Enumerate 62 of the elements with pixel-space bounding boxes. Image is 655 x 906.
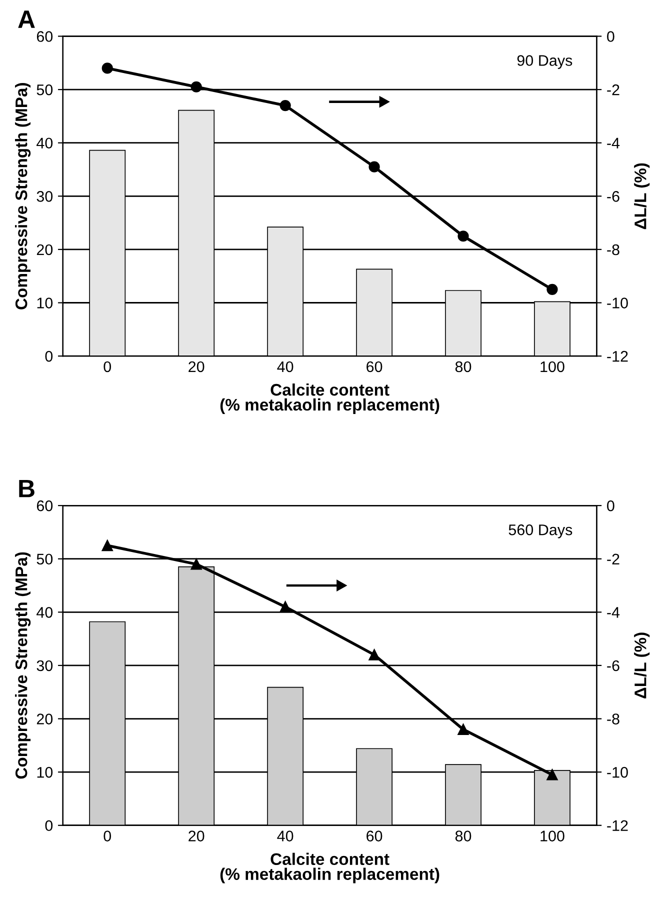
y2-tick-label: 0 <box>607 500 614 512</box>
y2-tick-label: -10 <box>607 766 628 778</box>
x-axis-title: Calcite content (% metakaolin replacement) <box>220 383 440 414</box>
y2-tick-label: -6 <box>607 660 620 672</box>
point <box>368 161 380 172</box>
y-tick-label: 40 <box>36 138 53 149</box>
y-tick-label: 0 <box>45 820 53 832</box>
y-tick-label: 20 <box>36 244 53 256</box>
x-tick-label: 20 <box>188 830 204 842</box>
point <box>102 62 113 74</box>
x-tick-label: 20 <box>188 361 204 372</box>
text: B <box>19 480 34 498</box>
y-tick-label: 30 <box>36 191 53 202</box>
x-tick-label: 40 <box>277 830 294 842</box>
y-tick-label: 40 <box>36 607 53 618</box>
x-axis-title: Calcite content (% metakaolin replacement) <box>220 852 440 884</box>
y-tick-label: 0 <box>45 350 53 362</box>
y2-tick-label: -6 <box>607 191 620 202</box>
point <box>102 540 113 552</box>
y-tick-label: 60 <box>36 31 53 42</box>
y2-tick-label: -10 <box>607 298 628 308</box>
x-tick-label: 40 <box>277 361 294 372</box>
point <box>458 230 469 242</box>
y-tick-label: 50 <box>36 554 53 565</box>
point <box>280 100 291 112</box>
x-tick-label: 100 <box>540 830 564 842</box>
y-axis-title: Compressive Strength (MPa) <box>15 552 31 779</box>
point <box>458 724 469 735</box>
y2-tick-label: -12 <box>607 350 628 362</box>
point <box>546 769 558 780</box>
point <box>280 601 291 612</box>
x-tick-label: 0 <box>104 361 112 372</box>
y2-tick-label: -4 <box>607 607 620 618</box>
y-tick-label: 60 <box>36 500 53 512</box>
annotation: 560 Days <box>508 524 572 538</box>
y2-tick-label: -8 <box>607 714 620 724</box>
point <box>190 558 202 570</box>
x-tick-label: 80 <box>455 361 472 372</box>
y2-axis-title: ΔL/L (%) <box>634 632 650 698</box>
y2-tick-label: -12 <box>607 820 628 831</box>
x-tick-label: 0 <box>104 830 112 842</box>
x-tick-label: 60 <box>366 361 382 372</box>
y-tick-label: 20 <box>36 714 53 724</box>
point <box>368 649 380 660</box>
y-tick-label: 10 <box>37 298 53 308</box>
y2-axis-title: ΔL/L (%) <box>634 163 650 230</box>
y-axis-title: Compressive Strength (MPa) <box>15 83 31 310</box>
point <box>546 284 558 295</box>
x-tick-label: 100 <box>540 361 564 372</box>
y-tick-label: 50 <box>36 84 53 96</box>
x-tick-label: 80 <box>455 830 472 842</box>
y2-tick-label: 0 <box>607 31 614 42</box>
annotation: 90 Days <box>517 55 572 69</box>
y2-tick-label: -4 <box>607 138 620 148</box>
x-tick-label: 60 <box>366 830 382 842</box>
y-tick-label: 30 <box>36 660 53 672</box>
y2-tick-label: -2 <box>607 554 620 564</box>
y-tick-label: 10 <box>37 766 53 778</box>
text: A <box>18 10 35 28</box>
y2-tick-label: -8 <box>607 244 620 256</box>
point <box>190 81 202 92</box>
y2-tick-label: -2 <box>607 84 620 96</box>
